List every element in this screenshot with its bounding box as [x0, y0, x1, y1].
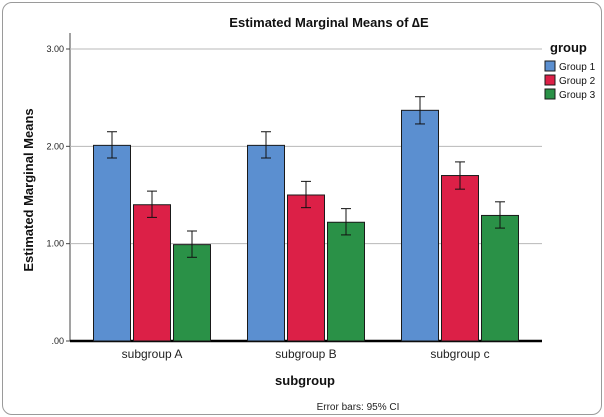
legend: group Group 1 Group 2 Group 3	[544, 40, 596, 101]
legend-swatch	[544, 60, 556, 72]
bars	[93, 109, 519, 342]
y-tick-label: 1.00	[46, 239, 64, 249]
error-bar	[301, 180, 311, 209]
legend-entry: Group 1	[559, 62, 596, 73]
bar	[441, 175, 479, 342]
y-tick-label: 2.00	[46, 141, 64, 151]
bar	[401, 109, 439, 342]
x-tick-label: subgroup c	[430, 347, 489, 361]
legend-entry: Group 3	[559, 90, 596, 101]
legend-swatch	[544, 88, 556, 100]
bar	[481, 214, 519, 342]
error-bar	[107, 131, 117, 159]
legend-entry: Group 2	[559, 76, 596, 87]
bar	[287, 194, 325, 342]
error-bar	[415, 96, 425, 125]
chart-title: Estimated Marginal Means of ∆E	[229, 15, 429, 30]
x-tick-label: subgroup A	[122, 347, 183, 361]
error-bar	[147, 190, 157, 218]
bar	[133, 204, 171, 342]
footnote: Error bars: 95% CI	[317, 402, 400, 413]
error-bar	[495, 201, 505, 229]
x-axis-categories: subgroup A subgroup B subgroup c	[122, 347, 490, 361]
y-tick-label: .00	[51, 336, 64, 346]
y-axis-ticks: .00 1.00 2.00 3.00	[46, 44, 70, 346]
legend-swatch	[544, 74, 556, 86]
error-bar	[341, 208, 351, 236]
x-axis-label: subgroup	[275, 373, 335, 388]
x-tick-label: subgroup B	[275, 347, 336, 361]
bar	[173, 244, 211, 342]
bar	[93, 144, 131, 342]
bar	[327, 221, 365, 342]
y-tick-label: 3.00	[46, 44, 64, 54]
legend-title: group	[550, 40, 587, 55]
y-axis-label: Estimated Marginal Means	[21, 108, 36, 271]
error-bar	[187, 230, 197, 258]
error-bar	[261, 131, 271, 159]
bar	[247, 144, 285, 342]
error-bar	[455, 161, 465, 190]
error-bars	[107, 96, 505, 258]
